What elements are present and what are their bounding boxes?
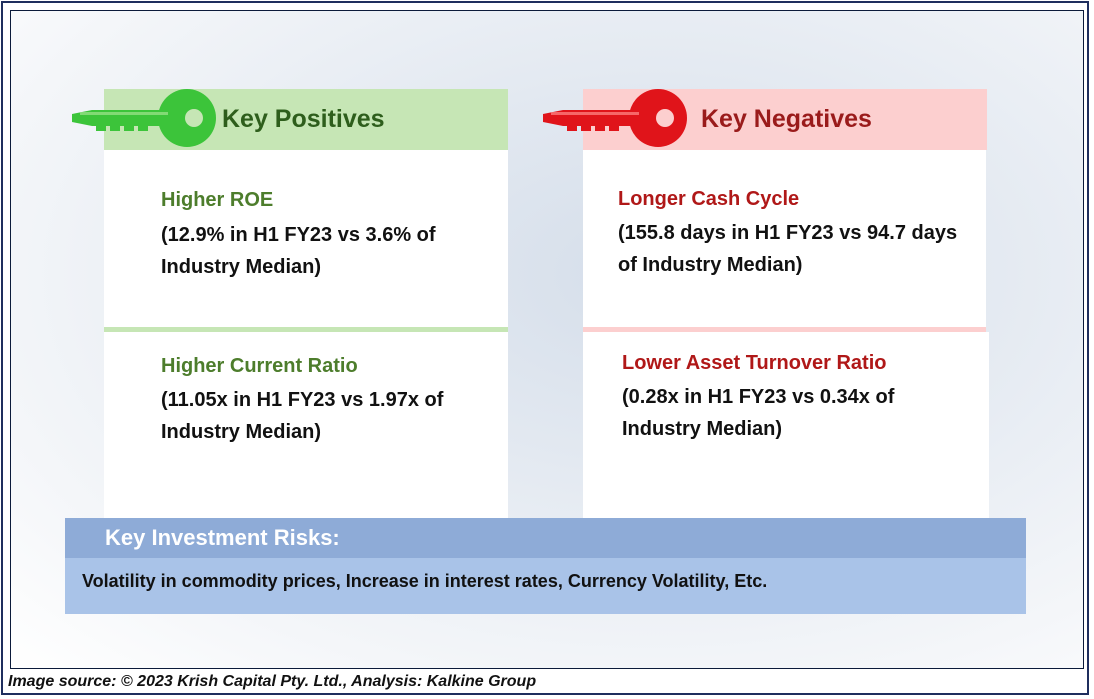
- risks-header: Key Investment Risks:: [65, 518, 1026, 558]
- negative-item-1-title: Longer Cash Cycle: [618, 188, 800, 210]
- risks-text: Volatility in commodity prices, Increase…: [82, 571, 768, 591]
- negative-item-1-desc: (155.8 days in H1 FY23 vs 94.7 days of I…: [618, 222, 958, 276]
- red-key-icon: [543, 89, 687, 147]
- negative-card-1: [583, 150, 986, 327]
- negative-item-2-title: Lower Asset Turnover Ratio: [622, 352, 887, 374]
- image-source-caption: Image source: © 2023 Krish Capital Pty. …: [8, 673, 537, 690]
- positive-item-2-desc: (11.05x in H1 FY23 vs 1.97x of Industry …: [161, 389, 444, 443]
- risks-body: Volatility in commodity prices, Increase…: [65, 558, 1026, 614]
- negative-separator: [583, 327, 986, 332]
- positive-separator: [104, 327, 508, 332]
- positive-item-2-title: Higher Current Ratio: [161, 355, 358, 377]
- positive-item-1-title: Higher ROE: [161, 189, 274, 211]
- key-positives-title: Key Positives: [222, 105, 385, 133]
- negative-card-2: [583, 332, 989, 518]
- positive-card-1: [104, 150, 508, 328]
- key-negatives-title: Key Negatives: [701, 105, 872, 133]
- positive-card-2: [104, 332, 508, 518]
- negative-item-2-desc: (0.28x in H1 FY23 vs 0.34x of Industry M…: [622, 386, 895, 440]
- risks-title: Key Investment Risks:: [105, 525, 340, 550]
- green-key-icon: [72, 89, 216, 147]
- positive-item-1-desc: (12.9% in H1 FY23 vs 3.6% of Industry Me…: [161, 224, 436, 278]
